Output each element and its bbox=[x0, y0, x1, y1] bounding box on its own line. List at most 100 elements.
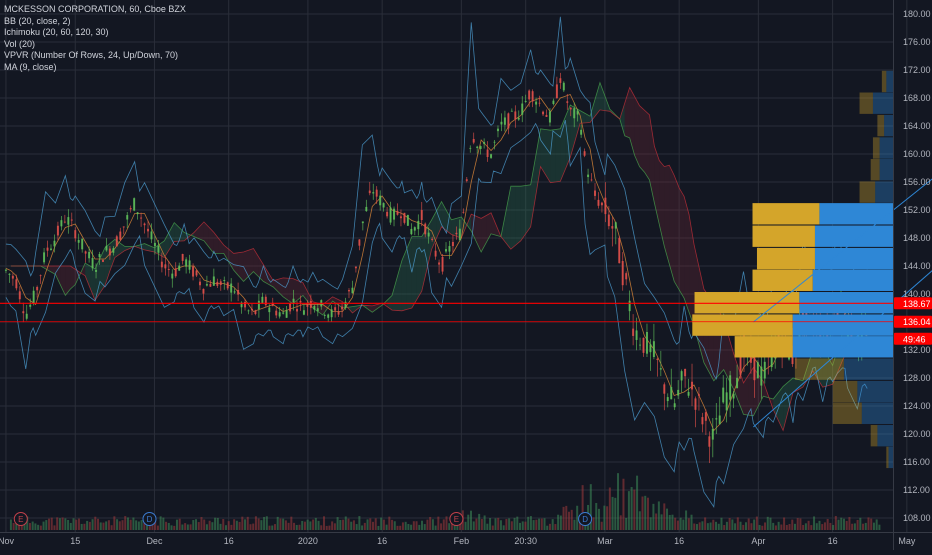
ichimoku-cloud-segment bbox=[45, 266, 51, 272]
volume-bar bbox=[448, 523, 451, 530]
candle-body bbox=[555, 84, 558, 99]
candle-body bbox=[278, 312, 281, 317]
vpvr-bar-down bbox=[814, 247, 893, 270]
volume-bar bbox=[638, 511, 641, 530]
candle-body bbox=[250, 308, 253, 311]
volume-bar bbox=[110, 525, 113, 530]
volume-bar bbox=[369, 518, 372, 530]
volume-bar bbox=[823, 522, 826, 530]
candle-body bbox=[472, 138, 475, 143]
candle-body bbox=[299, 300, 302, 303]
y-tick-label: 116.00 bbox=[903, 457, 930, 467]
candle-body bbox=[386, 211, 389, 217]
candle-body bbox=[188, 260, 191, 270]
ichimoku-cloud-segment bbox=[743, 375, 749, 416]
candle-body bbox=[108, 248, 111, 256]
event-marker-label: D bbox=[147, 515, 153, 524]
y-tick-label: 148.00 bbox=[903, 233, 931, 243]
volume-bar bbox=[551, 519, 554, 530]
volume-bar bbox=[557, 514, 560, 530]
legend-vpvr[interactable]: VPVR (Number Of Rows, 24, Up/Down, 70) bbox=[4, 50, 179, 60]
candle-body bbox=[413, 227, 416, 231]
candle-body bbox=[604, 197, 607, 215]
candle-body bbox=[521, 103, 524, 115]
volume-bar bbox=[312, 519, 315, 530]
candle-body bbox=[8, 273, 11, 275]
volume-bar bbox=[99, 522, 102, 530]
x-tick-label: 16 bbox=[674, 536, 684, 546]
candle-body bbox=[365, 206, 368, 212]
chart-title[interactable]: MCKESSON CORPORATION, 60, Cboe BZX bbox=[4, 4, 186, 14]
vpvr-bar-up bbox=[877, 114, 885, 137]
channel-lower-arrow bbox=[753, 270, 932, 428]
candle-body bbox=[275, 310, 278, 316]
candle-body bbox=[427, 232, 430, 237]
volume-bar bbox=[279, 518, 282, 530]
volume-bar bbox=[214, 517, 217, 530]
volume-bar bbox=[181, 524, 184, 530]
vpvr-bar-down bbox=[879, 159, 893, 181]
volume-bar bbox=[380, 517, 383, 530]
candle-body bbox=[718, 415, 721, 425]
volume-bar bbox=[464, 521, 467, 530]
ichimoku-cloud-segment bbox=[298, 280, 303, 300]
candle-body bbox=[240, 302, 243, 308]
volume-bar bbox=[317, 520, 320, 530]
volume-bar bbox=[676, 520, 679, 530]
volume-bar bbox=[834, 516, 837, 530]
candle-body bbox=[517, 117, 520, 120]
volume-bar bbox=[840, 517, 843, 530]
candle-body bbox=[84, 251, 87, 254]
candle-body bbox=[677, 389, 680, 396]
volume-bar bbox=[309, 521, 312, 530]
ichimoku-cloud-segment bbox=[426, 219, 432, 271]
vpvr-bar-up bbox=[694, 292, 800, 314]
candle-body bbox=[167, 269, 170, 271]
ichimoku-cloud-segment bbox=[302, 282, 308, 302]
volume-bar bbox=[845, 520, 848, 530]
candle-body bbox=[528, 90, 531, 100]
candle-body bbox=[483, 142, 486, 144]
candle-body bbox=[493, 141, 496, 143]
candle-body bbox=[164, 264, 167, 269]
ichimoku-cloud-segment bbox=[599, 82, 605, 111]
candle-body bbox=[150, 231, 153, 240]
x-tick-label: May bbox=[898, 536, 916, 546]
candle-body bbox=[4, 269, 7, 271]
candle-body bbox=[625, 273, 628, 280]
volume-bar bbox=[303, 521, 306, 530]
candle-body bbox=[354, 266, 357, 269]
candle-body bbox=[323, 314, 326, 316]
volume-bar bbox=[625, 517, 628, 530]
y-tick-label: 128.00 bbox=[903, 373, 931, 383]
volume-bar bbox=[529, 516, 532, 530]
legend-vol[interactable]: Vol (20) bbox=[4, 38, 36, 49]
ichimoku-cloud-segment bbox=[199, 221, 204, 241]
legend-bb[interactable]: BB (20, close, 2) bbox=[4, 15, 71, 26]
volume-bar bbox=[565, 505, 568, 530]
volume-bar bbox=[175, 519, 178, 530]
volume-bar bbox=[156, 525, 159, 530]
legend-ma[interactable]: MA (9, close) bbox=[4, 61, 57, 72]
vpvr-bar-up bbox=[752, 203, 820, 225]
volume-bar bbox=[589, 484, 592, 530]
y-tick-label: 124.00 bbox=[903, 401, 931, 411]
volume-bar bbox=[412, 521, 415, 530]
volume-bar bbox=[546, 525, 549, 530]
candle-body bbox=[469, 147, 472, 149]
candle-body bbox=[147, 228, 150, 232]
volume-bar bbox=[132, 517, 135, 530]
volume-bar bbox=[64, 518, 67, 530]
candle-body bbox=[535, 101, 538, 105]
y-tick-label: 152.00 bbox=[903, 205, 931, 215]
volume-bar bbox=[396, 525, 399, 530]
candle-body bbox=[496, 128, 499, 132]
legend-ichimoku[interactable]: Ichimoku (20, 60, 120, 30) bbox=[4, 27, 109, 37]
volume-bar bbox=[578, 521, 581, 530]
y-tick-label: 112.00 bbox=[903, 485, 930, 495]
volume-bar bbox=[75, 519, 78, 530]
volume-bar bbox=[475, 518, 478, 530]
candle-body bbox=[25, 313, 28, 319]
